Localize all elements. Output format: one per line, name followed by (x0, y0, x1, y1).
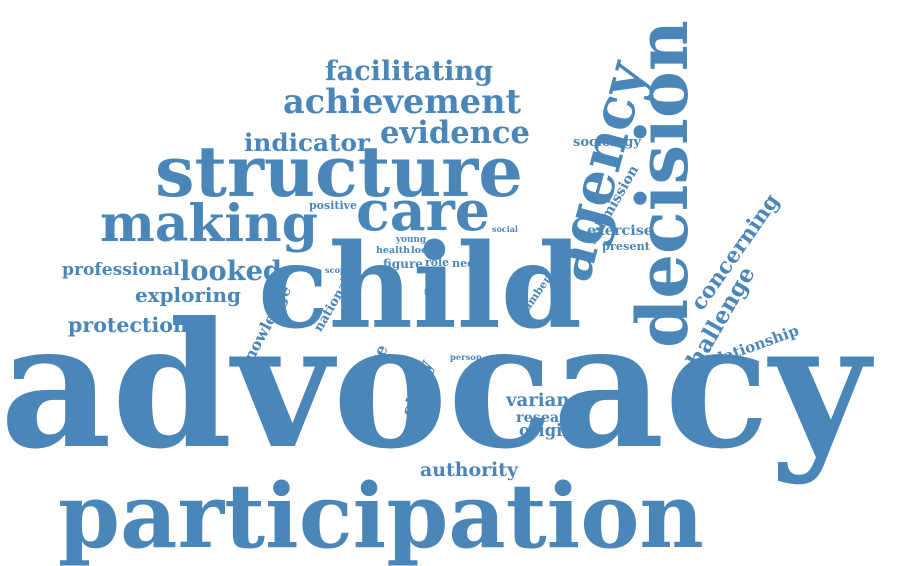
word-social: social (492, 224, 518, 234)
word-making: making (100, 193, 318, 254)
word-role: role (425, 256, 449, 269)
word-indicator: indicator (244, 128, 370, 157)
word-achievement: achievement (283, 82, 521, 121)
word-evidence: evidence (380, 115, 530, 151)
word-figure: figure (383, 257, 423, 271)
word-advocacy: advocacy (0, 284, 870, 487)
word-person: person (450, 352, 482, 362)
word-exercise: exercise (587, 222, 653, 239)
word-authority: authority (420, 459, 518, 481)
word-local: local (411, 245, 437, 256)
word-present: present (602, 239, 650, 253)
word-research: research (516, 410, 586, 426)
word-child: child (258, 219, 582, 355)
word-looked: looked (180, 255, 282, 287)
word-positive: positive (309, 199, 357, 212)
word-facilitating: facilitating (325, 56, 494, 87)
word-structure: structure (155, 130, 523, 213)
word-health: health (376, 245, 411, 256)
word-scope: scope (325, 265, 351, 275)
word-participation: participation (58, 464, 704, 566)
word-young: young (396, 235, 426, 245)
word-fact: fact (424, 287, 440, 296)
word-need: need (452, 257, 482, 270)
word-care: care (356, 179, 490, 244)
word-original: original (519, 421, 591, 440)
word-sociology: sociology (573, 135, 641, 150)
word-exploring: exploring (135, 283, 241, 307)
word-protection: protection (68, 313, 188, 337)
word-professional: professional (62, 260, 180, 280)
word-variance: variance (506, 390, 592, 411)
